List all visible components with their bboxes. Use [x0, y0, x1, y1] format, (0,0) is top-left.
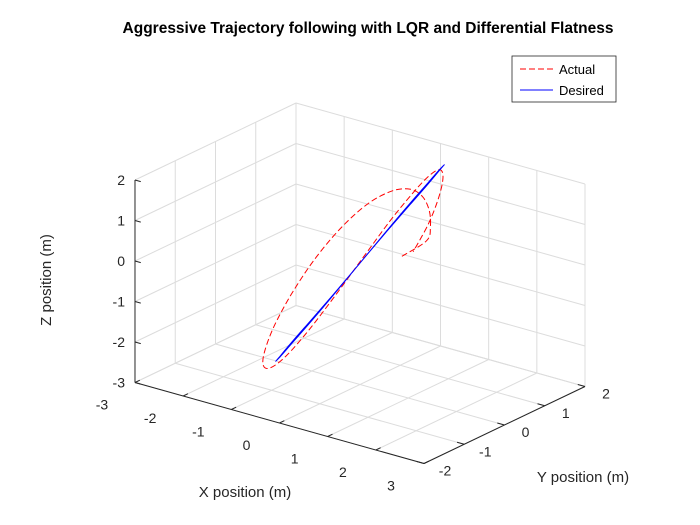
- grid-layer: [134, 102, 586, 464]
- y-tick-label: 0: [522, 424, 530, 440]
- y-axis-label: Y position (m): [537, 469, 629, 486]
- y-tick-label: 2: [602, 386, 610, 402]
- x-tick-mark: [375, 447, 381, 451]
- grid-line: [134, 183, 297, 262]
- z-tick-mark: [134, 301, 141, 304]
- z-tick-mark: [134, 179, 141, 183]
- x-tick-label: -3: [96, 397, 109, 413]
- legend-label-desired: Desired: [559, 83, 604, 98]
- grid-line: [295, 183, 586, 266]
- z-tick-label: -2: [113, 334, 126, 350]
- grid-line: [175, 362, 465, 445]
- y-tick-label: 1: [562, 405, 570, 421]
- grid-line: [134, 224, 297, 302]
- y-tick-mark: [416, 460, 425, 464]
- y-tick-mark: [537, 403, 545, 407]
- y-tick-label: -2: [439, 463, 452, 479]
- grid-line: [134, 143, 297, 221]
- z-tick-label: -1: [113, 294, 126, 310]
- series-layer: [262, 164, 445, 370]
- z-tick-label: 0: [117, 253, 125, 269]
- x-tick-label: -1: [192, 424, 205, 440]
- y-tick-mark: [577, 383, 586, 387]
- x-tick-mark: [423, 460, 430, 464]
- grid-line: [295, 305, 586, 387]
- x-tick-label: 2: [339, 464, 347, 480]
- z-tick-mark: [134, 382, 141, 385]
- grid-line: [295, 224, 586, 306]
- legend-label-actual: Actual: [559, 62, 595, 77]
- x-tick-mark: [134, 379, 141, 383]
- y-tick-label: -1: [479, 443, 492, 459]
- x-axis-label: X position (m): [199, 484, 292, 501]
- grid-line: [215, 343, 505, 426]
- z-axis-label: Z position (m): [38, 234, 55, 326]
- grid-line: [295, 264, 586, 347]
- tick-layer: -3 -2 -1 0 1 2 3 -2 -1 0 1 2 -3 -2 -1 0 1 2: [96, 172, 610, 494]
- x-tick-label: 0: [243, 437, 251, 453]
- legend: Actual Desired: [511, 55, 617, 103]
- z-tick-mark: [134, 220, 141, 223]
- grid-line: [134, 305, 297, 383]
- x-tick-mark: [231, 406, 237, 410]
- z-tick-mark: [134, 260, 141, 264]
- z-tick-label: -3: [113, 375, 126, 391]
- y-tick-mark: [456, 441, 465, 445]
- grid-line: [255, 324, 545, 407]
- x-tick-mark: [182, 393, 189, 397]
- grid-line: [134, 264, 297, 343]
- z-tick-mark: [134, 341, 141, 345]
- x-tick-mark: [327, 433, 333, 437]
- series-line-desired: [275, 164, 445, 362]
- y-tick-mark: [497, 422, 505, 426]
- z-tick-label: 1: [117, 213, 125, 229]
- x-tick-mark: [279, 420, 285, 424]
- x-tick-label: 3: [387, 478, 395, 494]
- grid-line: [295, 143, 586, 225]
- chart-title: Aggressive Trajectory following with LQR…: [123, 20, 614, 37]
- x-tick-label: 1: [291, 451, 299, 467]
- x-tick-label: -2: [144, 410, 157, 426]
- legend-box: [511, 55, 617, 103]
- grid-line: [295, 102, 586, 185]
- grid-line: [134, 102, 297, 181]
- z-tick-label: 2: [117, 172, 125, 188]
